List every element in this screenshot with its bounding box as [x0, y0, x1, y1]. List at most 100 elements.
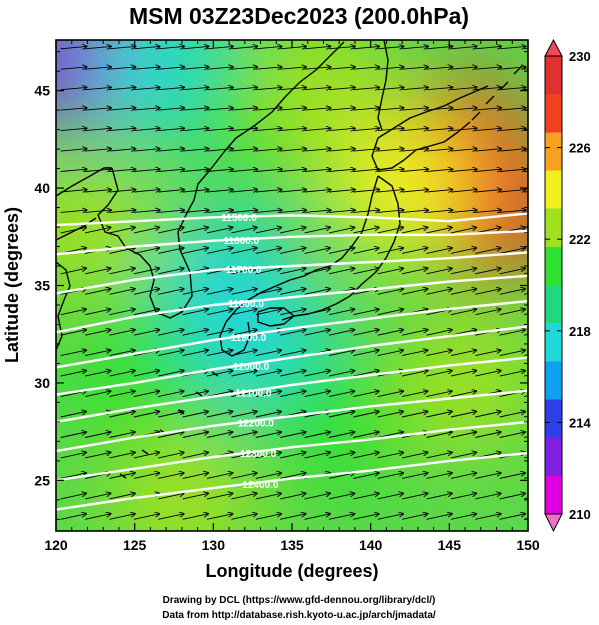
- height-contour-line: [56, 420, 528, 482]
- wind-vector: [85, 46, 111, 48]
- wind-vector: [353, 330, 378, 336]
- wind-vector: [133, 190, 160, 192]
- wind-vector: [206, 493, 233, 500]
- wind-vector: [133, 108, 160, 110]
- wind-vector: [426, 210, 453, 212]
- wind-vector: [206, 210, 233, 212]
- wind-vector: [353, 493, 378, 500]
- wind-vector: [450, 67, 477, 69]
- height-contour-label: 11600.0: [224, 236, 260, 247]
- wind-vector: [60, 493, 86, 500]
- wind-vector: [158, 227, 183, 234]
- wind-vector: [255, 190, 282, 192]
- wind-vector: [133, 149, 160, 151]
- wind-vector: [377, 289, 404, 295]
- wind-vector: [109, 391, 135, 398]
- y-tick-label: 30: [34, 375, 50, 391]
- wind-vector: [377, 514, 404, 520]
- wind-vector: [402, 46, 428, 48]
- wind-vector: [255, 87, 282, 89]
- wind-vector: [475, 412, 500, 418]
- wind-vector: [109, 289, 135, 295]
- temperature-cell: [269, 351, 410, 492]
- shikoku-coast: [257, 307, 295, 327]
- wind-vector: [85, 190, 111, 192]
- wind-vector: [280, 210, 306, 212]
- wind-vector: [353, 268, 378, 275]
- wind-vector: [255, 46, 282, 48]
- wind-vector: [475, 87, 501, 89]
- wind-vector: [475, 149, 501, 151]
- wind-vector: [109, 108, 136, 110]
- wind-vector: [109, 371, 135, 377]
- wind-vector: [426, 371, 452, 377]
- wind-vector: [206, 169, 233, 171]
- wind-vector: [133, 309, 159, 316]
- wind-vector: [475, 248, 500, 254]
- wind-vector: [60, 46, 87, 48]
- wind-vector: [450, 432, 476, 438]
- wind-vector: [109, 87, 136, 89]
- wind-vector: [475, 227, 500, 234]
- wind-vector: [255, 268, 281, 275]
- wind-vector: [60, 149, 87, 151]
- wind-vector: [206, 46, 233, 48]
- wind-vector: [377, 87, 404, 89]
- wind-vector: [304, 87, 331, 89]
- wind-vector: [206, 128, 233, 130]
- wind-vector: [206, 190, 233, 192]
- credit-line-2: Data from http://database.rish.kyoto-u.a…: [162, 610, 436, 621]
- wind-vector: [280, 108, 306, 110]
- wind-vector: [109, 412, 135, 418]
- colorbar-tick-label: 214: [569, 415, 591, 430]
- height-contour-label: 12300.0: [240, 449, 277, 460]
- wind-vector: [158, 289, 183, 295]
- wind-vector: [280, 227, 305, 234]
- wind-vector: [133, 371, 159, 377]
- x-axis: 120 125 130 135 140 145 150: [44, 40, 540, 553]
- x-tick-label: 135: [280, 537, 304, 553]
- wind-vector: [450, 412, 476, 418]
- wind-vector: [231, 210, 257, 212]
- wind-vector: [206, 432, 233, 438]
- wind-vector: [304, 190, 331, 192]
- wind-vector: [304, 227, 330, 234]
- wind-vector: [182, 210, 209, 212]
- wind-vector: [85, 108, 111, 110]
- wind-vector: [353, 190, 379, 192]
- wind-vector: [328, 350, 354, 357]
- wind-vector: [426, 190, 453, 192]
- wind-vector: [158, 350, 183, 357]
- wind-vector: [60, 190, 87, 192]
- wind-vector: [450, 452, 476, 459]
- wind-vector: [353, 108, 379, 110]
- wind-vector: [182, 412, 208, 418]
- wind-vector: [133, 128, 160, 130]
- wind-vector: [280, 452, 305, 459]
- wind-vector: [85, 309, 110, 316]
- wind-vector: [328, 108, 355, 110]
- wind-vector: [231, 473, 256, 479]
- height-contour-line: [56, 299, 528, 369]
- wind-vector: [402, 190, 428, 192]
- wind-vector: [377, 67, 404, 69]
- wind-vector: [328, 371, 354, 377]
- wind-vector: [377, 473, 404, 479]
- wind-vector: [255, 67, 282, 69]
- wind-vector: [280, 149, 306, 151]
- wind-vector: [85, 391, 110, 398]
- wind-vector: [402, 268, 427, 275]
- wind-vector: [402, 412, 427, 418]
- russia-coast: [209, 41, 345, 171]
- wind-vector: [158, 412, 183, 418]
- wind-vector: [353, 309, 378, 316]
- wind-vector: [328, 412, 354, 418]
- wind-vector: [353, 514, 378, 520]
- wind-vector: [475, 473, 500, 479]
- wind-vector: [133, 268, 159, 275]
- wind-vector: [182, 452, 208, 459]
- wind-vector: [280, 128, 306, 130]
- wind-vector: [402, 350, 427, 357]
- wind-vector: [426, 473, 452, 479]
- wind-vector: [426, 330, 452, 336]
